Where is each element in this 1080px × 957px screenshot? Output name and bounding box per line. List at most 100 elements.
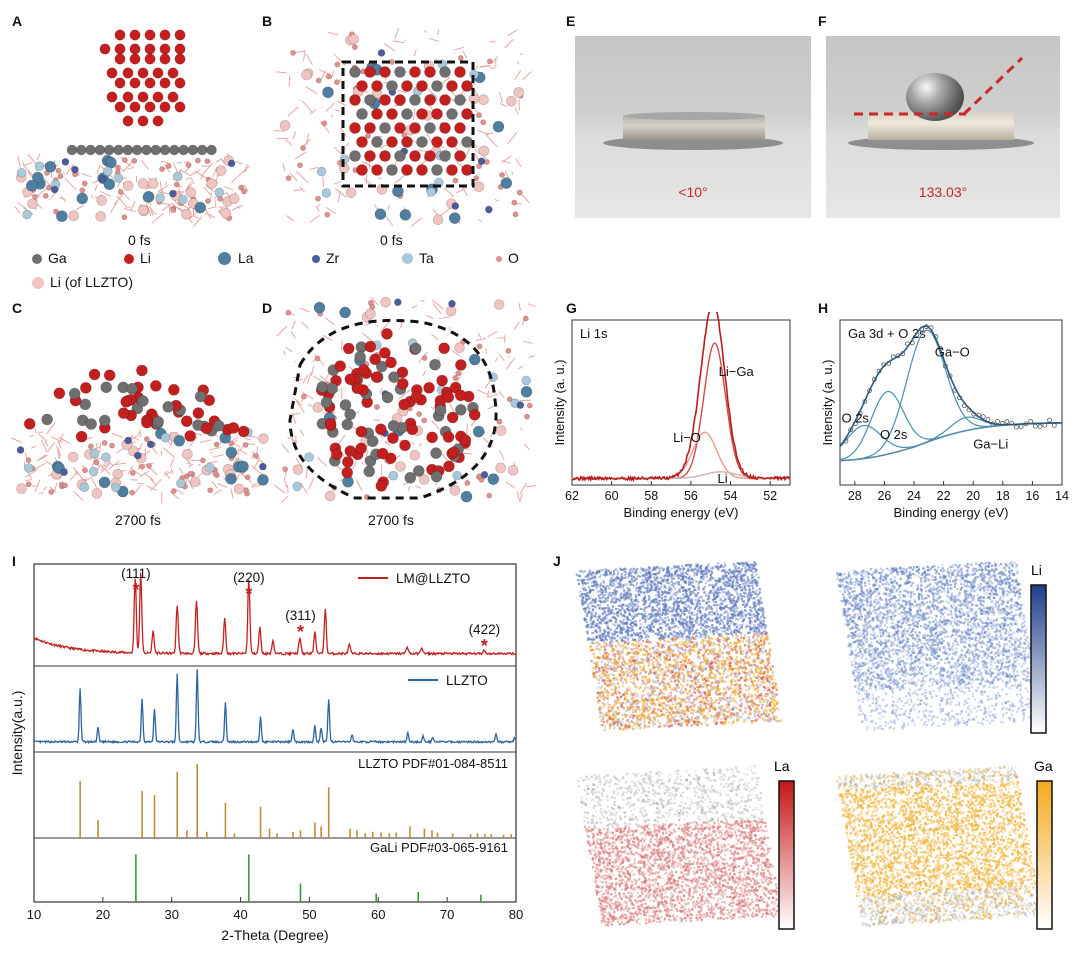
bond (511, 171, 514, 176)
o-atom (213, 441, 220, 448)
combined-voxel (622, 583, 625, 587)
combined-voxel (760, 601, 763, 604)
li-atom (129, 29, 141, 41)
combined-voxel (630, 706, 633, 709)
li-atom (461, 108, 473, 120)
combined-voxel (756, 616, 759, 619)
combined-voxel (770, 697, 773, 700)
bond (487, 390, 489, 398)
combined-voxel (641, 699, 644, 702)
combined-voxel (587, 595, 590, 598)
alloy-atom (354, 351, 366, 363)
combined-voxel (684, 651, 687, 654)
combined-voxel (705, 608, 708, 611)
li-llzto-atom (206, 178, 218, 189)
combined-voxel (596, 584, 600, 587)
ga-atom (394, 150, 406, 162)
ga-atom (187, 144, 199, 156)
combined-voxel (727, 669, 730, 673)
combined-voxel (751, 684, 754, 687)
combined-voxel (675, 686, 678, 689)
li-llzto-atom (215, 165, 227, 176)
combined-voxel (606, 697, 609, 700)
combined-voxel (607, 706, 610, 709)
combined-voxel (695, 602, 698, 605)
combined-voxel (697, 596, 700, 599)
data-point (995, 418, 1000, 424)
combined-voxel (638, 723, 641, 726)
combined-voxel (595, 665, 599, 668)
panel-label-b: B (262, 13, 273, 29)
bond (188, 463, 194, 468)
combined-voxel (748, 686, 751, 689)
combined-voxel (695, 634, 698, 638)
combined-voxel (631, 570, 634, 573)
bond (160, 160, 169, 164)
combined-voxel (630, 580, 633, 583)
combined-voxel (681, 717, 684, 720)
x-tick-label: 20 (96, 907, 110, 922)
combined-voxel (618, 697, 621, 701)
combined-voxel (612, 669, 615, 672)
o-atom (131, 157, 138, 164)
combined-voxel (619, 620, 622, 623)
combined-voxel (731, 677, 734, 680)
bond (431, 333, 439, 341)
bond (501, 155, 512, 163)
combined-voxel (678, 697, 681, 700)
bond (397, 89, 407, 94)
combined-voxel (750, 679, 753, 682)
combined-voxel (735, 630, 738, 633)
combined-voxel (736, 628, 739, 631)
combined-voxel (739, 664, 742, 667)
combined-voxel (735, 584, 738, 587)
combined-voxel (756, 650, 759, 653)
combined-voxel (635, 614, 638, 617)
combined-voxel (734, 686, 737, 690)
combined-voxel (693, 569, 696, 572)
combined-voxel (628, 603, 631, 606)
bond (160, 202, 170, 206)
combined-voxel (635, 644, 638, 647)
alloy-atom (366, 435, 379, 448)
ta-atom (426, 187, 437, 197)
combined-voxel (633, 667, 636, 670)
combined-voxel (736, 578, 739, 581)
combined-voxel (728, 592, 731, 595)
combined-voxel (617, 585, 620, 588)
combined-voxel (750, 694, 753, 697)
combined-voxel (588, 591, 591, 594)
combined-voxel (702, 696, 705, 699)
combined-voxel (669, 598, 672, 601)
combined-voxel (703, 654, 706, 657)
combined-voxel (733, 679, 736, 682)
combined-voxel (611, 667, 614, 670)
o-atom (165, 163, 172, 169)
bond (274, 130, 286, 132)
combined-voxel (649, 671, 652, 674)
combined-voxel (636, 632, 639, 635)
combined-voxel (704, 699, 707, 702)
combined-voxel (672, 643, 676, 647)
bond (300, 482, 308, 494)
combined-voxel (655, 676, 658, 679)
combined-voxel (769, 648, 772, 651)
bond (485, 132, 494, 136)
combined-voxel (672, 718, 675, 722)
bond (252, 460, 259, 470)
combined-voxel (630, 629, 633, 632)
bond (518, 302, 521, 311)
peak-label-o2s: O 2s (880, 427, 908, 442)
combined-voxel (667, 651, 670, 654)
combined-voxel (626, 653, 629, 656)
alloy-atom (152, 416, 164, 428)
combined-voxel (758, 623, 761, 626)
bond (116, 195, 128, 208)
alloy-atom (355, 442, 367, 455)
combined-voxel (700, 568, 703, 571)
combined-voxel (579, 590, 582, 593)
bond (276, 71, 288, 74)
combined-voxel (663, 655, 666, 658)
combined-voxel (702, 633, 705, 636)
o-atom (282, 466, 289, 473)
